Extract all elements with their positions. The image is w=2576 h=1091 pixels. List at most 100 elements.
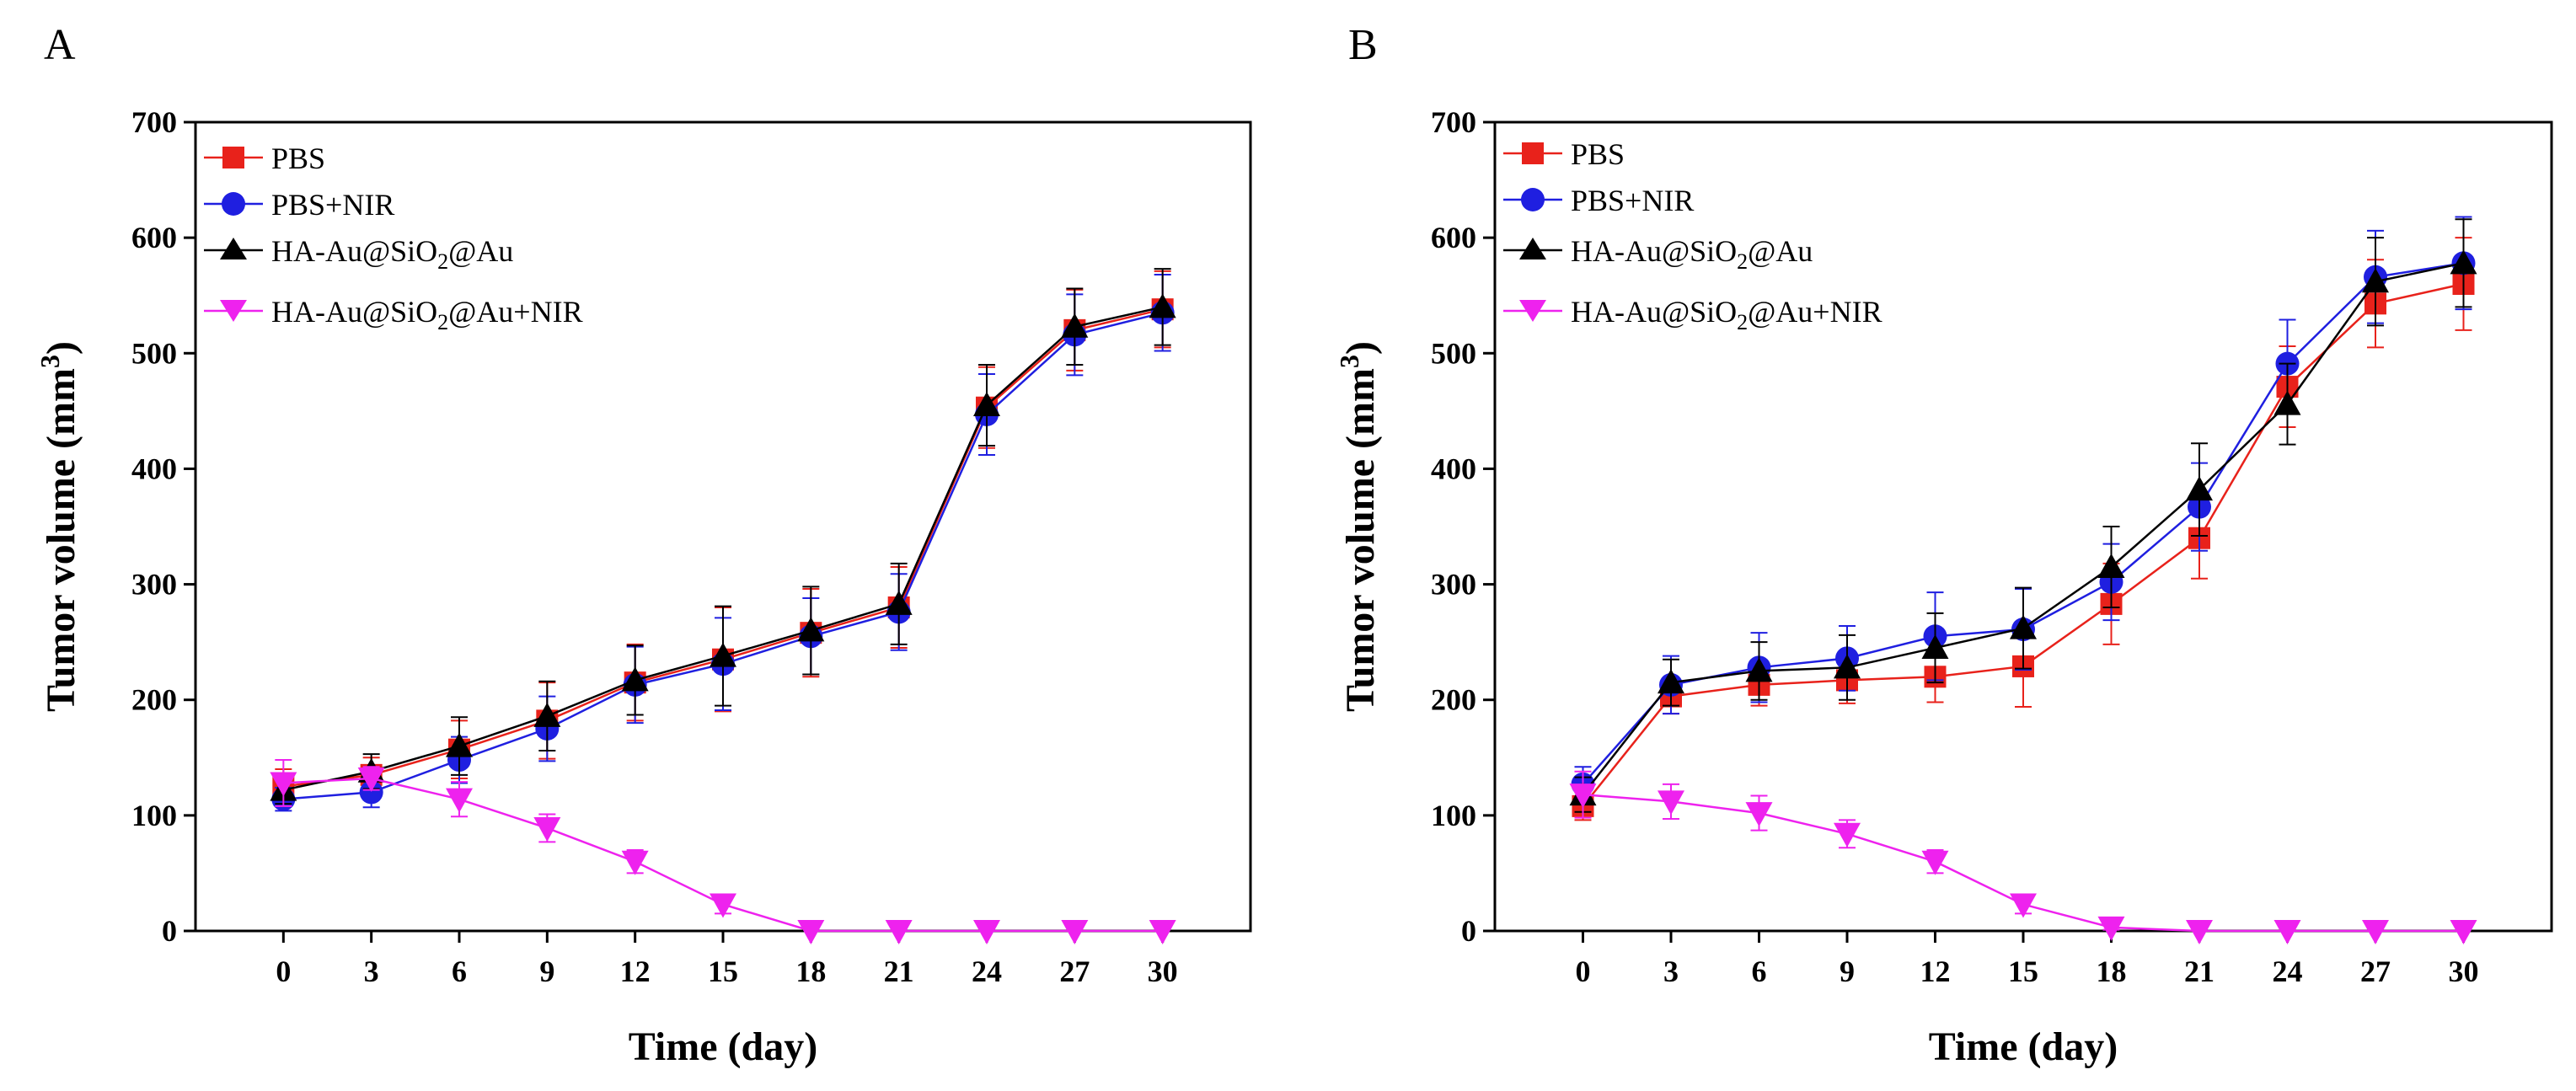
series-line bbox=[283, 306, 1163, 791]
x-axis-title: Time (day) bbox=[1929, 1024, 2118, 1069]
series-line bbox=[283, 312, 1163, 800]
data-point bbox=[1745, 802, 1773, 827]
series-ha-au-sio2-au bbox=[270, 268, 1176, 805]
x-tick-label: 3 bbox=[1663, 955, 1679, 988]
legend-label: HA-Au@SiO2@Au bbox=[271, 234, 513, 274]
y-tick-label: 300 bbox=[131, 568, 177, 602]
x-axis-title: Time (day) bbox=[629, 1024, 817, 1069]
data-point bbox=[533, 702, 561, 727]
data-point bbox=[2362, 268, 2389, 293]
legend-marker bbox=[220, 238, 247, 259]
y-tick-label: 100 bbox=[131, 799, 177, 832]
x-tick-label: 24 bbox=[972, 955, 1002, 988]
y-axis: 0 100 200 300 400 500 600 700 bbox=[131, 105, 195, 948]
data-point bbox=[2273, 390, 2301, 415]
legend-marker bbox=[220, 300, 247, 322]
data-point bbox=[1061, 920, 1089, 944]
legend-marker bbox=[1519, 300, 1546, 322]
data-point bbox=[446, 732, 473, 757]
data-point bbox=[621, 850, 649, 875]
x-tick-label: 0 bbox=[276, 955, 291, 988]
data-point bbox=[2362, 920, 2389, 944]
x-tick-label: 9 bbox=[1840, 955, 1855, 988]
x-tick-label: 6 bbox=[452, 955, 467, 988]
series-ha-au-sio2-au bbox=[1569, 218, 2477, 813]
data-point bbox=[2186, 920, 2213, 944]
x-tick-label: 15 bbox=[708, 955, 738, 988]
data-point bbox=[2186, 476, 2213, 501]
legend-label: PBS bbox=[1571, 137, 1625, 171]
legend-entry-ha-au-sio2-au-nir: HA-Au@SiO2@Au+NIR bbox=[204, 295, 583, 334]
x-axis: 0 3 6 9 12 15 18 21 24 27 30 bbox=[1576, 931, 2479, 988]
data-point bbox=[1745, 657, 1773, 682]
series-ha-au-sio2-au-nir bbox=[270, 759, 1176, 944]
y-tick-label: 600 bbox=[1431, 221, 1476, 254]
series-line bbox=[1582, 282, 2464, 807]
legend-marker bbox=[222, 192, 245, 216]
y-axis-title: Tumor volume (mm3) bbox=[1334, 341, 1383, 712]
legend-marker bbox=[1519, 238, 1546, 259]
y-axis: 0 100 200 300 400 500 600 700 bbox=[1431, 105, 1495, 948]
legend-label: HA-Au@SiO2@Au bbox=[1571, 234, 1813, 274]
data-point bbox=[1834, 654, 1861, 679]
y-tick-label: 0 bbox=[1461, 914, 1476, 948]
data-point bbox=[2450, 249, 2477, 275]
data-point bbox=[357, 767, 385, 792]
series-group bbox=[1569, 216, 2477, 944]
x-tick-label: 24 bbox=[2273, 955, 2303, 988]
legend-marker bbox=[222, 147, 244, 168]
data-point bbox=[710, 893, 736, 918]
legend-entry-ha-au-sio2-au: HA-Au@SiO2@Au bbox=[204, 234, 513, 274]
data-point bbox=[797, 617, 825, 642]
data-point bbox=[533, 816, 561, 842]
data-point bbox=[973, 392, 1000, 416]
x-tick-label: 30 bbox=[1148, 955, 1178, 988]
panel-b: B 0 100 200 300 400 500 600 700 0 3 6 9 12 15 18 21 24 2… bbox=[1334, 21, 2553, 1069]
data-point bbox=[2450, 920, 2477, 944]
data-point bbox=[359, 780, 383, 805]
legend-label: PBS+NIR bbox=[1571, 184, 1694, 217]
legend-marker bbox=[1522, 142, 1544, 164]
series-group bbox=[270, 268, 1176, 944]
legend-label: HA-Au@SiO2@Au+NIR bbox=[271, 295, 583, 334]
legend-entry-ha-au-sio2-au: HA-Au@SiO2@Au bbox=[1503, 234, 1813, 274]
data-point bbox=[797, 920, 825, 944]
series-pbs-nir bbox=[271, 274, 1175, 812]
data-point bbox=[2010, 893, 2037, 918]
data-point bbox=[1921, 634, 1949, 659]
legend-label: HA-Au@SiO2@Au+NIR bbox=[1571, 295, 1882, 334]
data-point bbox=[270, 772, 297, 797]
data-point bbox=[1658, 669, 1684, 694]
data-point bbox=[1061, 313, 1089, 338]
legend: PBS PBS+NIR HA-Au@SiO2@Au HA-Au@SiO2@Au+… bbox=[204, 142, 583, 334]
x-axis: 0 3 6 9 12 15 18 21 24 27 30 bbox=[276, 931, 1178, 988]
legend-entry-pbs: PBS bbox=[204, 142, 325, 175]
y-tick-label: 500 bbox=[131, 336, 177, 370]
legend-label: PBS+NIR bbox=[271, 188, 394, 222]
y-tick-label: 100 bbox=[1431, 799, 1476, 832]
panel-letter: B bbox=[1348, 21, 1378, 69]
y-tick-label: 700 bbox=[1431, 105, 1476, 139]
series-pbs bbox=[272, 270, 1174, 805]
x-tick-label: 18 bbox=[795, 955, 826, 988]
y-tick-label: 600 bbox=[131, 221, 177, 254]
data-point bbox=[2097, 554, 2125, 578]
x-tick-label: 18 bbox=[2097, 955, 2127, 988]
x-tick-label: 9 bbox=[539, 955, 554, 988]
y-tick-label: 0 bbox=[162, 914, 177, 948]
y-tick-label: 400 bbox=[1431, 452, 1476, 485]
x-tick-label: 3 bbox=[364, 955, 379, 988]
data-point bbox=[1569, 783, 1597, 809]
legend-entry-ha-au-sio2-au-nir: HA-Au@SiO2@Au+NIR bbox=[1503, 295, 1882, 334]
legend-entry-pbs-nir: PBS+NIR bbox=[1503, 184, 1694, 217]
data-point bbox=[885, 590, 913, 615]
data-point bbox=[621, 666, 649, 692]
data-point bbox=[1149, 293, 1176, 318]
data-point bbox=[1834, 822, 1861, 848]
plot-area: 0 100 200 300 400 500 600 700 0 3 6 9 12 15 18 21 24 27 3… bbox=[1431, 105, 2553, 988]
legend-entry-pbs: PBS bbox=[1503, 137, 1625, 171]
y-tick-label: 300 bbox=[1431, 568, 1476, 602]
panel-letter: A bbox=[44, 21, 76, 69]
data-point bbox=[710, 642, 736, 667]
